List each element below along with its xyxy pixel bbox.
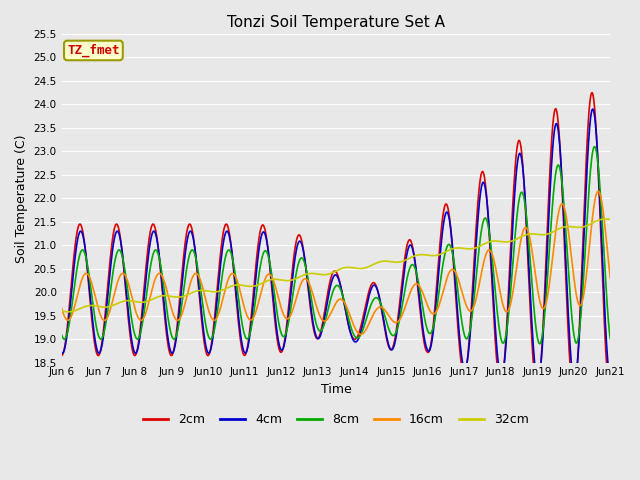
Legend: 2cm, 4cm, 8cm, 16cm, 32cm: 2cm, 4cm, 8cm, 16cm, 32cm xyxy=(138,408,534,432)
Text: TZ_fmet: TZ_fmet xyxy=(67,44,120,57)
Y-axis label: Soil Temperature (C): Soil Temperature (C) xyxy=(15,134,28,263)
X-axis label: Time: Time xyxy=(321,383,351,396)
Title: Tonzi Soil Temperature Set A: Tonzi Soil Temperature Set A xyxy=(227,15,445,30)
